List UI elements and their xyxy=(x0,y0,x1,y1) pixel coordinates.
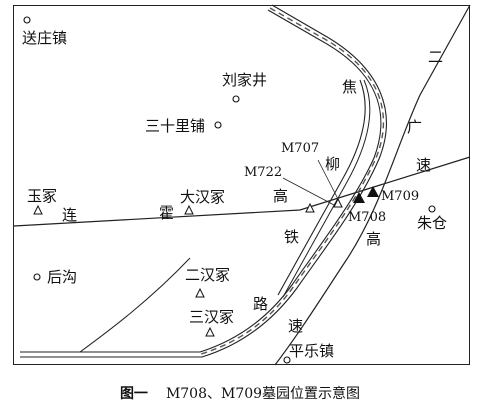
road-char-gao-eg: 高 xyxy=(366,230,382,248)
jiaoliu-railway-outer xyxy=(20,9,382,353)
map-frame xyxy=(13,5,470,365)
figure-number: 图一 xyxy=(119,386,148,402)
town-marker-sanshilipu xyxy=(214,121,222,129)
label-pingle: 平乐镇 xyxy=(289,342,335,360)
road-char-su-lh: 速 xyxy=(416,156,432,174)
label-zhucang: 朱仓 xyxy=(417,214,448,232)
railway-branch xyxy=(277,79,366,296)
mound-marker-dahanzhong xyxy=(184,204,194,215)
label-m709: M709 xyxy=(381,189,420,204)
tomb-marker-m709 xyxy=(367,186,379,197)
road-char-guang: 广 xyxy=(407,118,423,136)
mound-marker-m707 xyxy=(333,197,343,208)
jiaoliu-railway-mid xyxy=(200,7,385,355)
town-marker-liujiajing xyxy=(232,95,240,103)
label-erhanzhong: 二汉冢 xyxy=(185,266,231,284)
town-marker-songzhuang xyxy=(23,16,31,24)
town-marker-pingle xyxy=(283,356,291,364)
label-m722: M722 xyxy=(244,165,283,180)
label-m708: M708 xyxy=(348,210,387,225)
label-liujiajing: 刘家井 xyxy=(222,71,268,89)
road-char-tie: 铁 xyxy=(284,228,300,246)
road-char-lian: 连 xyxy=(62,206,78,224)
label-m707: M707 xyxy=(281,141,320,156)
road-char-liu: 柳 xyxy=(325,155,341,173)
label-dahanzhong: 大汉冢 xyxy=(180,188,226,206)
road-char-su-eg: 速 xyxy=(288,317,304,335)
town-marker-zhucang xyxy=(428,205,436,213)
label-sanhanzhong: 三汉冢 xyxy=(189,308,235,326)
town-marker-hougou xyxy=(33,273,41,281)
label-sanshilipu: 三十里铺 xyxy=(145,117,206,135)
mound-marker-yuzhong xyxy=(33,204,43,215)
label-yuzhong: 玉冢 xyxy=(27,187,58,205)
railway-branch-2 xyxy=(282,79,371,298)
label-hougou: 后沟 xyxy=(47,268,78,286)
lianhuo-expressway xyxy=(13,156,471,227)
figure-caption: 图一 M708、M709墓园位置示意图 xyxy=(0,383,480,403)
mound-marker-m722 xyxy=(305,202,315,213)
minor-road xyxy=(79,257,191,353)
road-char-gao-lh: 高 xyxy=(273,187,289,205)
m722-leader xyxy=(282,177,335,206)
tomb-marker-m708 xyxy=(353,192,365,203)
mound-marker-sanhanzhong xyxy=(205,326,215,337)
label-songzhuang: 送庄镇 xyxy=(22,29,68,47)
road-char-lu: 路 xyxy=(253,295,269,313)
figure-title: M708、M709墓园位置示意图 xyxy=(165,386,361,402)
m707-leader xyxy=(317,159,340,202)
road-char-er: 二 xyxy=(428,48,444,66)
jiaoliu-railway-inner xyxy=(20,4,387,358)
road-char-huo: 霍 xyxy=(159,204,175,222)
road-char-jiao: 焦 xyxy=(342,78,358,96)
mound-marker-erhanzhong xyxy=(195,287,205,298)
erguang-expressway xyxy=(274,4,471,366)
